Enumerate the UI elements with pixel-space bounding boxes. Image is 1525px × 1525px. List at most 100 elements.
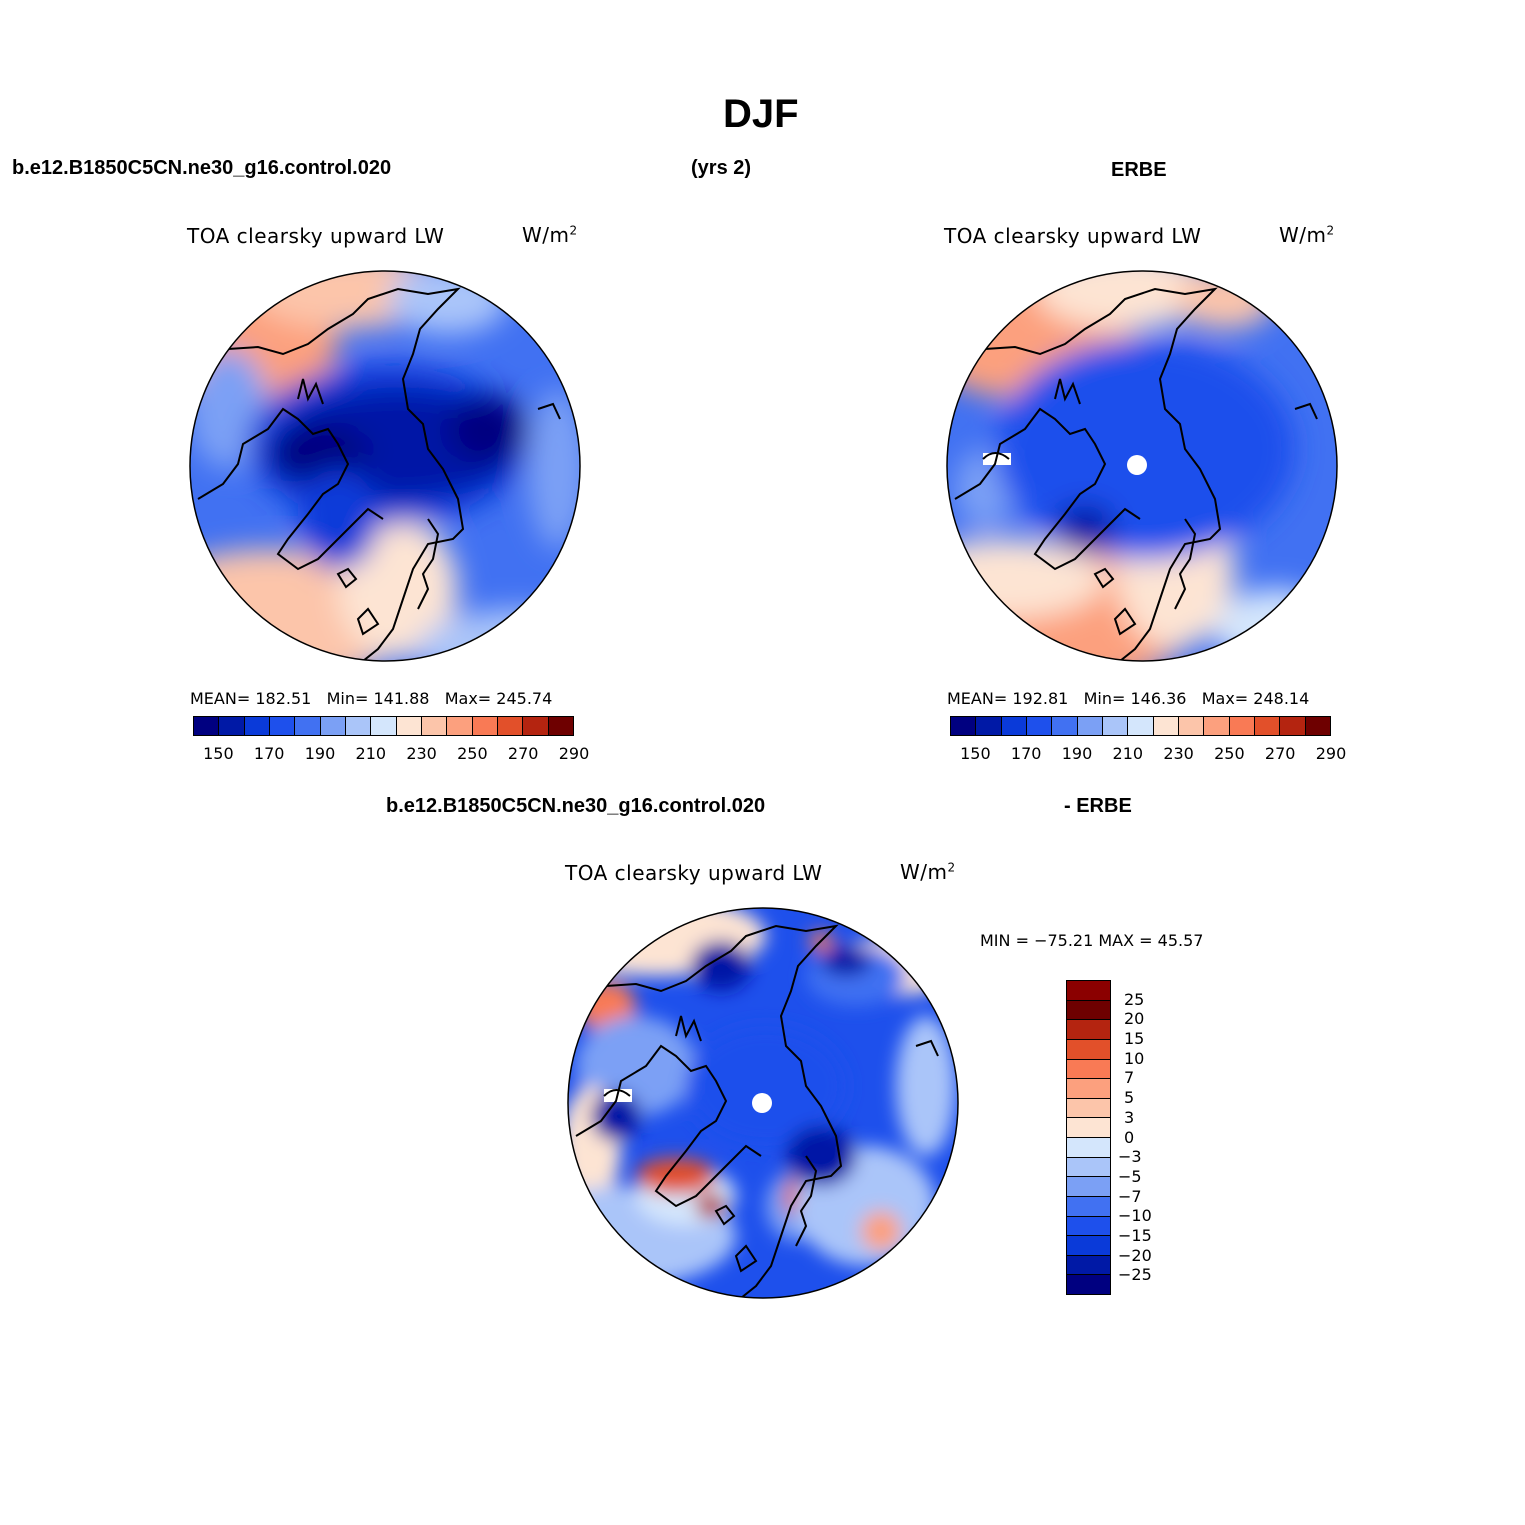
colorbar-swatch: [1067, 1235, 1110, 1255]
colorbar-tick-label: −20: [1118, 1245, 1152, 1265]
colorbar-swatch: [1067, 999, 1110, 1020]
colorbar-tick-label: 290: [1315, 744, 1347, 763]
colorbar-swatch: [1101, 717, 1128, 735]
colorbar-swatch: [294, 717, 320, 735]
diff-range-text: MIN = −75.21 MAX = 45.57: [980, 931, 1204, 950]
obs-units: W/m2: [1279, 223, 1335, 247]
obs-max-value: 248.14: [1253, 689, 1310, 708]
colorbar-swatch: [218, 717, 244, 735]
colorbar-swatch: [496, 717, 523, 735]
colorbar-swatch: [1067, 1019, 1110, 1039]
colorbar-swatch: [243, 717, 269, 735]
colorbar-swatch: [1152, 717, 1178, 735]
obs-name-right: ERBE: [1111, 159, 1167, 181]
model-units: W/m2: [522, 223, 578, 247]
model-min-value: 141.88: [373, 689, 430, 708]
colorbar-swatch: [1067, 1097, 1110, 1118]
colorbar-swatch: [1067, 1215, 1110, 1236]
model-variable-title: TOA clearsky upward LW: [187, 224, 445, 248]
colorbar-swatch: [547, 717, 573, 735]
colorbar-swatch: [1253, 717, 1280, 735]
obs-min-value: 146.36: [1130, 689, 1187, 708]
diff-polar-map: [567, 907, 959, 1299]
colorbar-tick-label: 210: [355, 744, 387, 763]
colorbar-tick-label: −10: [1118, 1206, 1152, 1226]
colorbar-tick-label: 5: [1124, 1088, 1135, 1108]
colorbar-swatch: [1067, 1274, 1110, 1294]
colorbar-swatch: [975, 717, 1001, 735]
colorbar-swatch: [1203, 717, 1229, 735]
obs-colorbar: [950, 716, 1331, 736]
colorbar-tick-label: 0: [1124, 1127, 1135, 1147]
diff-units: W/m2: [900, 860, 956, 884]
season-title: DJF: [723, 92, 799, 136]
colorbar-tick-label: −15: [1118, 1225, 1152, 1245]
colorbar-tick-label: 270: [1264, 744, 1296, 763]
case-name-left: b.e12.B1850C5CN.ne30_g16.control.020: [12, 157, 392, 179]
colorbar-tick-label: 250: [457, 744, 488, 763]
colorbar-tick-label: 10: [1124, 1048, 1145, 1068]
colorbar-tick-label: 250: [1214, 744, 1245, 763]
colorbar-tick-label: −7: [1118, 1186, 1142, 1206]
colorbar-swatch: [1067, 1156, 1110, 1177]
obs-colorbar-labels: 150 170 190 210 230 250 270 290: [950, 744, 1346, 764]
diff-colorbar: [1066, 980, 1111, 1295]
colorbar-swatch: [1067, 981, 1110, 1000]
colorbar-tick-label: 3: [1124, 1107, 1135, 1127]
colorbar-swatch: [1051, 717, 1077, 735]
colorbar-swatch: [1279, 717, 1305, 735]
colorbar-swatch: [1067, 1195, 1110, 1216]
colorbar-tick-label: −5: [1118, 1166, 1142, 1186]
colorbar-tick-label: 150: [960, 744, 991, 763]
colorbar-swatch: [1228, 717, 1254, 735]
obs-variable-title: TOA clearsky upward LW: [944, 224, 1202, 248]
colorbar-swatch: [1067, 1137, 1110, 1157]
colorbar-tick-label: 150: [203, 744, 234, 763]
colorbar-swatch: [395, 717, 421, 735]
colorbar-swatch: [1076, 717, 1102, 735]
colorbar-swatch: [1067, 1038, 1110, 1059]
obs-mean-value: 192.81: [1012, 689, 1069, 708]
obs-stats: MEAN= 192.81 Min= 146.36 Max= 248.14: [947, 689, 1310, 708]
model-stats: MEAN= 182.51 Min= 141.88 Max= 245.74: [190, 689, 553, 708]
years-label: (yrs 2): [691, 157, 752, 179]
colorbar-swatch: [1067, 1117, 1110, 1137]
colorbar-swatch: [319, 717, 345, 735]
model-max-value: 245.74: [496, 689, 553, 708]
colorbar-swatch: [1067, 1078, 1110, 1098]
colorbar-swatch: [1000, 717, 1026, 735]
colorbar-swatch: [951, 717, 976, 735]
colorbar-swatch: [1067, 1058, 1110, 1079]
diff-obs-name: - ERBE: [1064, 795, 1132, 817]
colorbar-swatch: [268, 717, 295, 735]
colorbar-swatch: [370, 717, 396, 735]
colorbar-tick-label: 7: [1124, 1068, 1135, 1088]
colorbar-swatch: [344, 717, 371, 735]
obs-polar-map: [946, 270, 1338, 662]
colorbar-tick-label: 290: [558, 744, 590, 763]
model-polar-map: [189, 270, 581, 662]
colorbar-swatch: [1025, 717, 1052, 735]
colorbar-tick-label: 170: [253, 744, 285, 763]
colorbar-swatch: [1127, 717, 1153, 735]
colorbar-swatch: [471, 717, 497, 735]
colorbar-tick-label: 230: [406, 744, 437, 763]
colorbar-swatch: [420, 717, 447, 735]
colorbar-swatch: [1304, 717, 1330, 735]
colorbar-tick-label: −25: [1118, 1265, 1152, 1285]
colorbar-swatch: [1177, 717, 1204, 735]
colorbar-tick-label: 170: [1010, 744, 1042, 763]
diff-colorbar-labels: 25 20 15 10 7 5 3 0 −3 −5 −7 −10 −15 −20 −25: [1118, 980, 1178, 1295]
colorbar-tick-label: 190: [1061, 744, 1093, 763]
model-colorbar-labels: 150 170 190 210 230 250 270 290: [193, 744, 589, 764]
colorbar-tick-label: 210: [1112, 744, 1144, 763]
colorbar-swatch: [522, 717, 548, 735]
colorbar-swatch: [1067, 1176, 1110, 1196]
colorbar-tick-label: 230: [1163, 744, 1194, 763]
colorbar-tick-label: 20: [1124, 1009, 1145, 1029]
colorbar-swatch: [446, 717, 472, 735]
colorbar-tick-label: 15: [1124, 1029, 1145, 1049]
colorbar-tick-label: −3: [1118, 1147, 1142, 1167]
diff-variable-title: TOA clearsky upward LW: [565, 861, 823, 885]
colorbar-swatch: [194, 717, 219, 735]
